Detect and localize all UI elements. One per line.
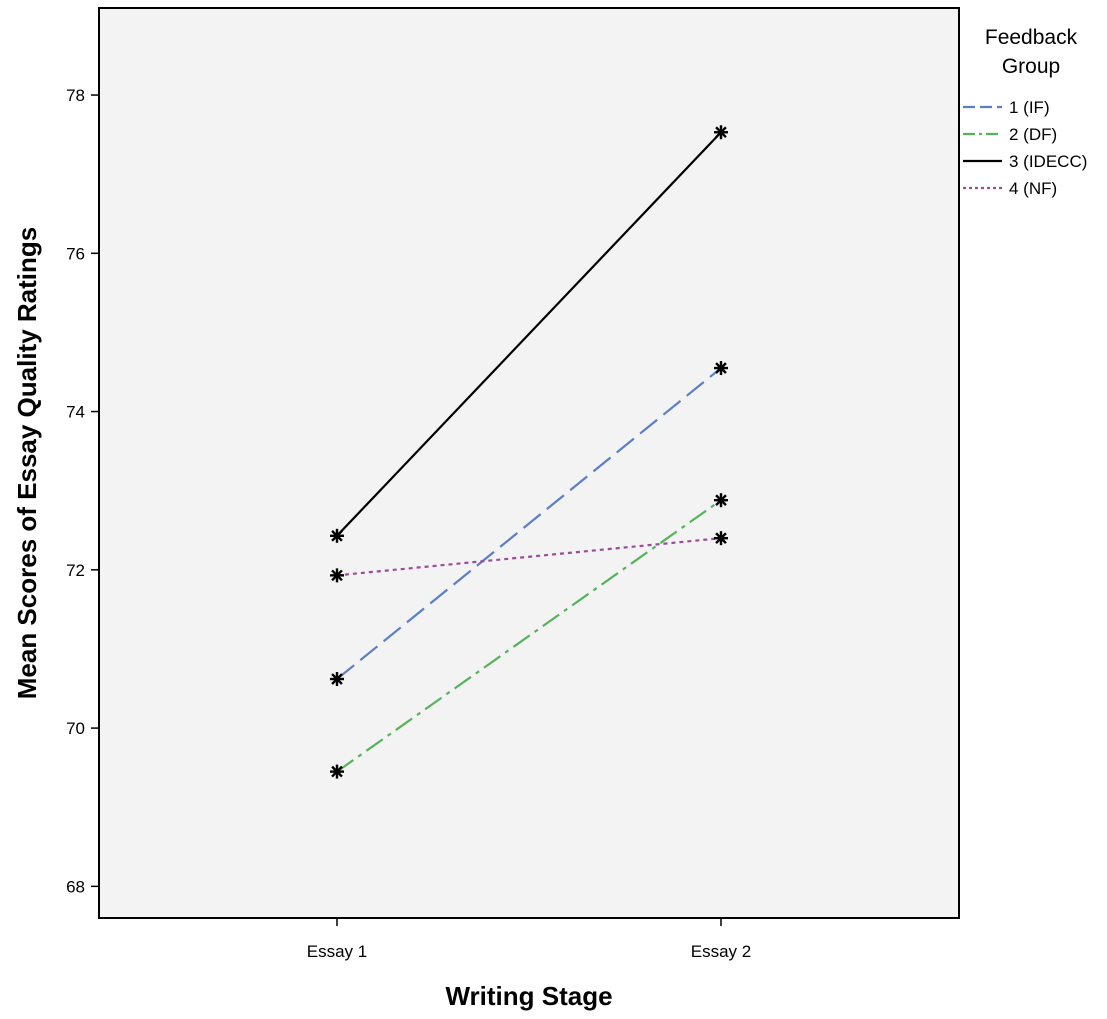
legend: 1 (IF) 2 (DF) 3 (IDECC) 4 (NF): [963, 98, 1087, 198]
x-tick-label: Essay 2: [691, 942, 751, 961]
data-point-marker: [330, 672, 344, 687]
legend-label: 4 (NF): [1009, 179, 1057, 198]
series-line: [336, 499, 722, 773]
y-axis-label: Mean Scores of Essay Quality Ratings: [12, 227, 42, 700]
legend-item: 2 (DF): [963, 125, 1057, 144]
data-point-marker: [330, 764, 344, 779]
data-point-marker: [714, 125, 728, 140]
series-line: [336, 367, 722, 680]
y-tick-label: 68: [66, 877, 85, 896]
x-axis-label: Writing Stage: [445, 981, 612, 1011]
y-tick-label: 70: [66, 719, 85, 738]
data-point-marker: [714, 493, 728, 508]
series-line: [336, 131, 722, 537]
data-point-marker: [714, 361, 728, 376]
legend-item: 4 (NF): [963, 179, 1057, 198]
y-tick-label: 78: [66, 86, 85, 105]
legend-label: 1 (IF): [1009, 98, 1050, 117]
legend-label: 3 (IDECC): [1009, 152, 1087, 171]
y-tick-label: 76: [66, 244, 85, 263]
data-point-marker: [714, 531, 728, 546]
x-tick-label: Essay 1: [307, 942, 367, 961]
data-point-marker: [330, 568, 344, 583]
legend-title-line1: Feedback: [985, 26, 1078, 49]
series-layer: [336, 131, 722, 773]
legend-item: 3 (IDECC): [963, 152, 1087, 171]
y-tick-label: 72: [66, 561, 85, 580]
legend-label: 2 (DF): [1009, 125, 1057, 144]
data-point-marker: [330, 528, 344, 543]
series-line: [336, 537, 722, 577]
y-tick-label: 74: [66, 403, 85, 422]
markers-layer: [330, 125, 728, 779]
legend-item: 1 (IF): [963, 98, 1050, 117]
legend-title-line2: Group: [1002, 55, 1060, 78]
x-axis: Essay 1 Essay 2: [307, 918, 751, 961]
y-axis: 68 70 72 74 76 78: [66, 86, 99, 896]
plot-area: [98, 7, 960, 919]
